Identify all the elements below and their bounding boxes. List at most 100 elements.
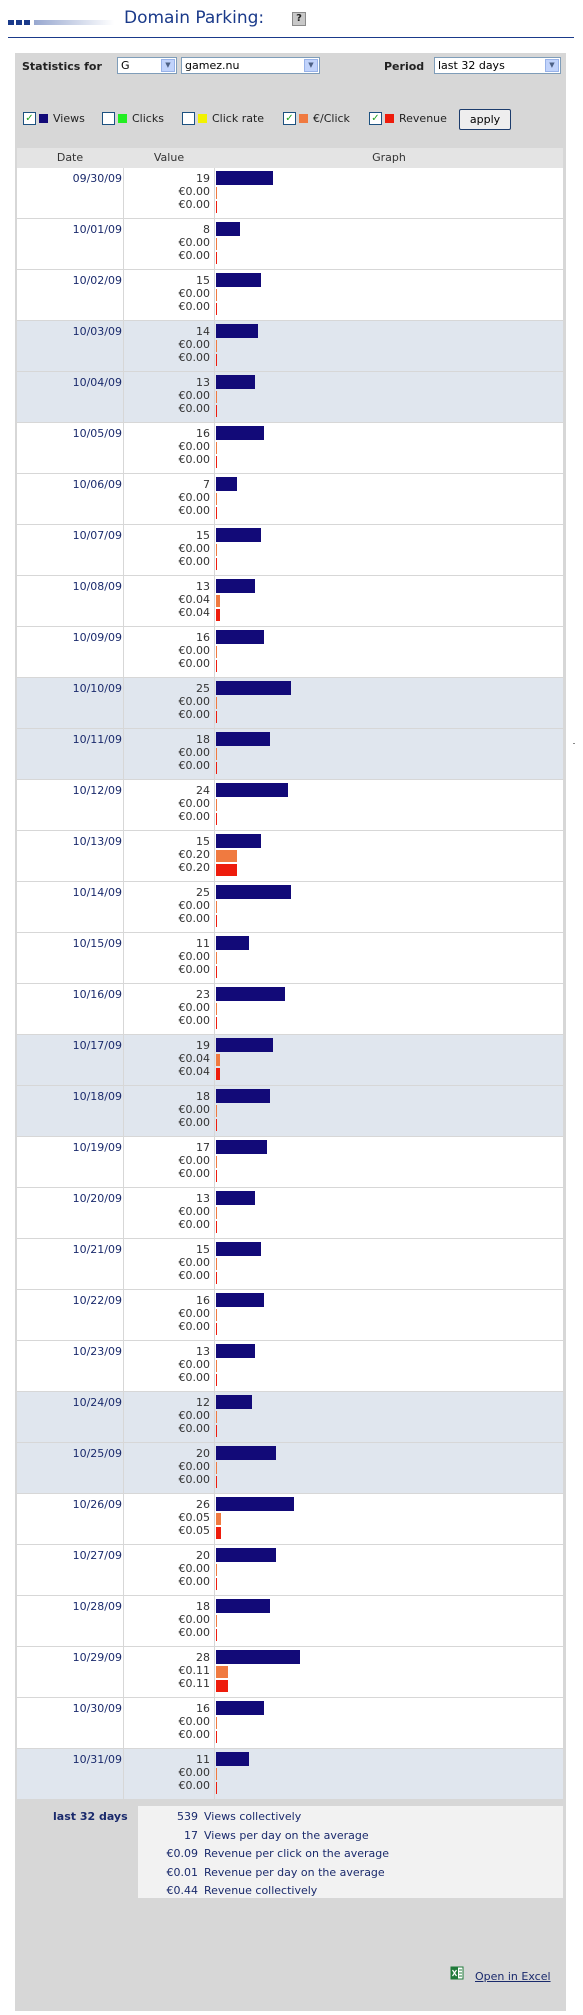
row-date: 10/19/09 [72, 1141, 122, 1154]
row-euro-per-click-value: €0.00 [178, 1205, 211, 1218]
column-divider [214, 1137, 215, 1188]
column-divider [214, 1035, 215, 1086]
summary-box: 539 Views collectively 17 Views per day on … [138, 1806, 563, 1898]
table-row: 10/30/09 16 €0.00 €0.00 [17, 1698, 563, 1749]
letter-select[interactable]: G ▼ [117, 57, 177, 74]
euro-per-click-bar [216, 748, 217, 760]
revenue-bar [216, 1374, 217, 1386]
clickrate-swatch [198, 114, 207, 123]
revenue-bar [216, 609, 220, 621]
header-divider [8, 37, 574, 38]
views-bar [216, 477, 237, 491]
row-euro-per-click-value: €0.04 [178, 593, 211, 606]
domain-select[interactable]: gamez.nu ▼ [181, 57, 320, 74]
column-divider [123, 372, 124, 423]
euroclick-checkbox[interactable]: ✓ [283, 112, 296, 125]
row-divider [17, 218, 563, 219]
period-select[interactable]: last 32 days ▼ [434, 57, 561, 74]
column-divider [123, 1290, 124, 1341]
column-divider [123, 1647, 124, 1698]
column-divider [214, 984, 215, 1035]
page-header: Domain Parking: ? [0, 0, 583, 38]
revenue-bar [216, 303, 217, 315]
row-divider [17, 1340, 563, 1341]
row-divider [17, 1748, 563, 1749]
column-divider [214, 168, 215, 219]
row-revenue-value: €0.00 [178, 504, 211, 517]
row-views-value: 13 [196, 580, 210, 593]
row-euro-per-click-value: €0.00 [178, 1154, 211, 1167]
table-row: 10/03/09 14 €0.00 €0.00 [17, 321, 563, 372]
row-views-value: 28 [196, 1651, 210, 1664]
column-divider [214, 1545, 215, 1596]
table-row: 10/27/09 20 €0.00 €0.00 [17, 1545, 563, 1596]
help-icon[interactable]: ? [292, 12, 306, 26]
row-euro-per-click-value: €0.00 [178, 1460, 211, 1473]
column-divider [123, 1035, 124, 1086]
row-euro-per-click-value: €0.00 [178, 899, 211, 912]
clickrate-checkbox[interactable] [182, 112, 195, 125]
views-checkbox[interactable]: ✓ [23, 112, 36, 125]
row-euro-per-click-value: €0.00 [178, 1409, 211, 1422]
table-row: 10/26/09 26 €0.05 €0.05 [17, 1494, 563, 1545]
euro-per-click-bar [216, 850, 237, 862]
excel-icon[interactable] [450, 1966, 464, 1980]
row-divider [17, 1544, 563, 1545]
stray-mark [573, 743, 575, 744]
row-divider [17, 473, 563, 474]
column-divider [214, 933, 215, 984]
row-date: 10/03/09 [72, 325, 122, 338]
row-date: 10/15/09 [72, 937, 122, 950]
column-divider [123, 1749, 124, 1800]
apply-button[interactable]: apply [459, 109, 511, 130]
table-row: 10/21/09 15 €0.00 €0.00 [17, 1239, 563, 1290]
revenue-swatch [385, 114, 394, 123]
summary-line: €0.01 Revenue per day on the average [138, 1866, 563, 1885]
column-divider [214, 576, 215, 627]
column-divider [123, 525, 124, 576]
revenue-bar [216, 660, 217, 672]
revenue-checkbox[interactable]: ✓ [369, 112, 382, 125]
clicks-checkbox[interactable] [102, 112, 115, 125]
row-divider [17, 422, 563, 423]
euro-per-click-bar [216, 595, 220, 607]
row-date: 10/23/09 [72, 1345, 122, 1358]
row-divider [17, 779, 563, 780]
row-views-value: 12 [196, 1396, 210, 1409]
row-views-value: 18 [196, 1600, 210, 1613]
open-in-excel-link[interactable]: Open in Excel [475, 1970, 551, 1983]
row-divider [17, 320, 563, 321]
column-divider [123, 168, 124, 219]
revenue-bar [216, 405, 217, 417]
column-divider [214, 1239, 215, 1290]
row-views-value: 26 [196, 1498, 210, 1511]
row-views-value: 16 [196, 631, 210, 644]
summary-value: 17 [184, 1828, 198, 1842]
revenue-bar [216, 1731, 217, 1743]
period-label: Period [384, 60, 425, 73]
row-euro-per-click-value: €0.00 [178, 1562, 211, 1575]
views-bar [216, 1293, 264, 1307]
row-divider [17, 1289, 563, 1290]
period-select-value: last 32 days [438, 59, 505, 72]
row-revenue-value: €0.05 [178, 1524, 211, 1537]
row-revenue-value: €0.00 [178, 1779, 211, 1792]
views-bar [216, 681, 291, 695]
row-views-value: 19 [196, 172, 210, 185]
views-bar [216, 1191, 255, 1205]
row-date: 10/20/09 [72, 1192, 122, 1205]
revenue-bar [216, 1272, 217, 1284]
row-divider [17, 830, 563, 831]
table-row: 10/13/09 15 €0.20 €0.20 [17, 831, 563, 882]
column-divider [214, 1698, 215, 1749]
row-divider [17, 932, 563, 933]
row-revenue-value: €0.00 [178, 1728, 211, 1741]
row-revenue-value: €0.00 [178, 198, 211, 211]
row-euro-per-click-value: €0.00 [178, 695, 211, 708]
table-row: 10/25/09 20 €0.00 €0.00 [17, 1443, 563, 1494]
column-divider [214, 270, 215, 321]
header-decor-gradient [34, 20, 114, 25]
row-date: 10/05/09 [72, 427, 122, 440]
column-divider [123, 474, 124, 525]
revenue-bar [216, 762, 217, 774]
